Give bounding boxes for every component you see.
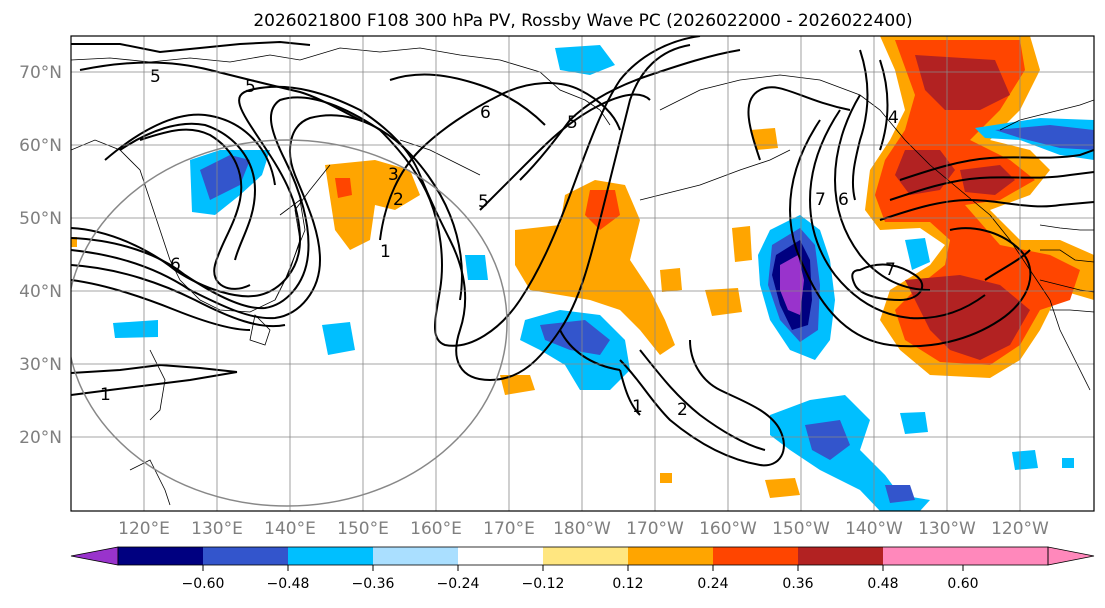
lon-label: 180°W	[553, 519, 611, 539]
latitude-labels: 70°N 60°N 50°N 40°N 30°N 20°N	[19, 63, 62, 448]
lon-label: 140°W	[845, 519, 903, 539]
colorbar-tick-label: −0.12	[522, 576, 565, 592]
contour-label: 3	[388, 165, 399, 185]
shade-negative-region	[805, 420, 850, 460]
colorbar-ticks	[202, 565, 964, 571]
lon-label: 140°E	[264, 519, 316, 539]
shade-negative-region	[1062, 458, 1074, 468]
shade-positive-region	[960, 165, 1015, 195]
shade-positive-region	[905, 275, 1030, 360]
colorbar-swatch	[373, 547, 458, 565]
shade-negative-region	[465, 255, 488, 280]
shade-positive-region	[915, 55, 1010, 110]
colorbar-tick-label: −0.24	[437, 576, 480, 592]
lon-label: 120°W	[991, 519, 1049, 539]
contour-label: 5	[567, 113, 578, 133]
contour-label: 2	[393, 190, 404, 210]
colorbar-tick-label: −0.60	[182, 576, 225, 592]
colorbar: −0.60 −0.48 −0.36 −0.24 −0.12 0.12 0.24 …	[70, 546, 1095, 592]
contour-labels: 5 5 6 5 5 3 2 1 6 7 6 7 1 1 2 4	[100, 67, 899, 420]
colorbar-swatch	[883, 547, 963, 565]
shade-negative-region	[1012, 450, 1038, 470]
colorbar-swatch	[203, 547, 288, 565]
lat-label: 40°N	[19, 282, 62, 302]
shade-negative-region	[900, 412, 928, 434]
map-title: 2026021800 F108 300 hPa PV, Rossby Wave …	[253, 11, 912, 31]
lon-label: 170°W	[626, 519, 684, 539]
shade-negative-region	[555, 45, 615, 75]
colorbar-tick-labels: −0.60 −0.48 −0.36 −0.24 −0.12 0.12 0.24 …	[182, 576, 979, 592]
colorbar-tick-label: 0.48	[867, 576, 898, 592]
map-panel: 5 5 6 5 5 3 2 1 6 7 6 7 1 1 2 4	[70, 35, 1095, 512]
lon-label: 130°E	[191, 519, 243, 539]
colorbar-tick-label: 0.36	[782, 576, 813, 592]
contour-label: 5	[478, 192, 489, 212]
lon-label: 170°E	[483, 519, 535, 539]
colorbar-swatch	[288, 547, 373, 565]
shade-negative-region	[780, 255, 804, 315]
contour-label: 6	[170, 255, 181, 275]
contour-label: 2	[677, 400, 688, 420]
coastlines	[71, 47, 1094, 506]
lon-label: 160°W	[699, 519, 757, 539]
lat-label: 20°N	[19, 428, 62, 448]
contour-label: 1	[632, 397, 643, 417]
shade-negative-region	[113, 320, 158, 338]
lon-label: 120°E	[118, 519, 170, 539]
lat-label: 50°N	[19, 209, 62, 229]
map-frame	[70, 35, 1095, 512]
lon-label: 160°E	[410, 519, 462, 539]
colorbar-swatch	[458, 547, 543, 565]
contour-label: 7	[815, 190, 826, 210]
lon-label: 150°W	[772, 519, 830, 539]
colorbar-tick-label: −0.48	[267, 576, 310, 592]
lat-label: 70°N	[19, 63, 62, 83]
shade-positive-region	[335, 178, 352, 198]
shade-positive-region	[71, 237, 77, 247]
shade-positive-region	[732, 226, 752, 262]
contour-label: 7	[885, 260, 896, 280]
contour-label: 1	[100, 385, 111, 405]
colorbar-extend-max	[963, 547, 1094, 565]
colorbar-tick-label: −0.36	[352, 576, 395, 592]
shade-positive-region	[660, 473, 672, 483]
shade-positive-region	[750, 128, 778, 150]
lon-label: 130°W	[918, 519, 976, 539]
colorbar-swatch	[798, 547, 883, 565]
shade-negative-region	[905, 238, 930, 270]
pv-contours	[71, 36, 1094, 467]
colorbar-swatch	[713, 547, 798, 565]
shade-negative-region	[322, 322, 355, 355]
shade-negative-region	[770, 395, 930, 511]
highlight-circle	[71, 139, 508, 507]
contour-label: 6	[480, 103, 491, 123]
shade-positive-region	[705, 288, 742, 316]
contour-label: 1	[380, 242, 391, 262]
colorbar-swatch	[628, 547, 713, 565]
colorbar-swatch	[543, 547, 628, 565]
colorbar-tick-label: 0.60	[947, 576, 978, 592]
colorbar-extend-min	[70, 546, 119, 566]
gridlines	[71, 36, 1094, 511]
colorbar-frame-tip	[1047, 546, 1095, 566]
shade-positive-region	[660, 268, 682, 292]
contour-label: 6	[838, 190, 849, 210]
longitude-labels: 120°E 130°E 140°E 150°E 160°E 170°E 180°…	[118, 519, 1049, 539]
shade-positive-region	[765, 478, 800, 498]
lat-label: 60°N	[19, 136, 62, 156]
shade-negative-region	[885, 485, 915, 503]
contour-label: 4	[888, 108, 899, 128]
shade-negative-region	[540, 320, 610, 355]
colorbar-tick-label: 0.24	[697, 576, 728, 592]
contour-label: 5	[150, 67, 161, 87]
lat-label: 30°N	[19, 355, 62, 375]
colorbar-swatch	[118, 547, 203, 565]
colorbar-tick-label: 0.12	[612, 576, 643, 592]
contour-label: 5	[245, 77, 256, 97]
shade-positive-region	[515, 180, 675, 355]
lon-label: 150°E	[337, 519, 389, 539]
